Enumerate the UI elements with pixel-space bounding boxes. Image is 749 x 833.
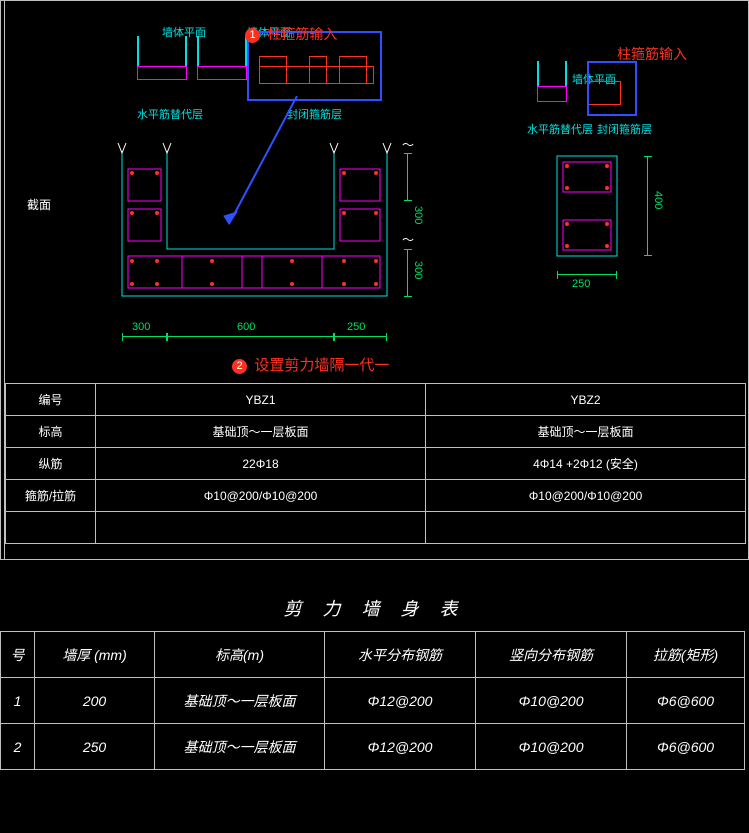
spec-v-id-2: YBZ2 [426, 384, 746, 416]
badge-2: 2 [232, 359, 247, 374]
badge-1-wrap: 1 柱箍筋输入 [245, 24, 337, 44]
dim-l-3 [334, 336, 387, 337]
cad-canvas: 截面 墙体平面 墙体平面 水平筋替代层 封闭箍筋层 1 柱箍筋输入 [0, 0, 749, 560]
callout-2-label: 柱箍筋输入 [617, 44, 687, 64]
spec-label-long: 纵筋 [6, 448, 96, 480]
break-mark: 〜 [402, 231, 414, 248]
spec-v-long-2: 4Φ14 +2Φ12 (安全) [426, 448, 746, 480]
wall-table-wrap: 剪 力 墙 身 表 号 墙厚 (mm) 标高(m) 水平分布钢筋 竖向分布钢筋 … [0, 585, 749, 770]
spec-row-blank [6, 512, 746, 544]
break-mark-2: 〜 [402, 136, 414, 153]
wall-r1-4: Φ10@200 [476, 678, 627, 724]
wall-r1-5: Φ6@600 [627, 678, 745, 724]
right-section-svg [547, 146, 667, 286]
wall-r2-2: 基础顶～一层板面 [155, 724, 325, 770]
badge-1: 1 [245, 28, 260, 43]
wall-table-title: 剪 力 墙 身 表 [0, 585, 749, 631]
wall-h-4: 竖向分布钢筋 [476, 632, 627, 678]
dim-r-h [557, 274, 617, 275]
dim-r-v-v: 400 [652, 191, 664, 209]
dim-lv-2 [407, 249, 408, 297]
dim-lv-1-v: 300 [412, 206, 424, 224]
spec-row-level: 标高 基础顶～一层板面 基础顶～一层板面 [6, 416, 746, 448]
left-detail-a [137, 36, 247, 96]
spec-v-level-2: 基础顶～一层板面 [426, 416, 746, 448]
callout-1-label: 柱箍筋输入 [267, 26, 337, 42]
callout-box-2 [587, 61, 637, 116]
spec-v-stirrup-1: Φ10@200/Φ10@200 [96, 480, 426, 512]
spec-row-long: 纵筋 22Φ18 4Φ14 +2Φ12 (安全) [6, 448, 746, 480]
spec-row-stirrup: 箍筋/拉筋 Φ10@200/Φ10@200 Φ10@200/Φ10@200 [6, 480, 746, 512]
dim-l-2-v: 600 [237, 321, 255, 333]
wall-r1-1: 200 [35, 678, 155, 724]
dim-r-h-v: 250 [572, 278, 590, 290]
spec-table: 编号 YBZ1 YBZ2 标高 基础顶～一层板面 基础顶～一层板面 纵筋 22Φ… [5, 383, 746, 544]
left-note-a: 水平筋替代层 [137, 106, 203, 122]
dim-l-1-v: 300 [132, 321, 150, 333]
wall-r2-1: 250 [35, 724, 155, 770]
wall-h-3: 水平分布钢筋 [325, 632, 476, 678]
wall-r2-4: Φ10@200 [476, 724, 627, 770]
left-section-svg [112, 141, 397, 326]
wall-r2-3: Φ12@200 [325, 724, 476, 770]
spec-v-long-1: 22Φ18 [96, 448, 426, 480]
wall-r1-2: 基础顶～一层板面 [155, 678, 325, 724]
spec-row-id: 编号 YBZ1 YBZ2 [6, 384, 746, 416]
wall-r1-0: 1 [1, 678, 35, 724]
wall-h-0: 号 [1, 632, 35, 678]
wall-r1-3: Φ12@200 [325, 678, 476, 724]
wall-h-5: 拉筋(矩形) [627, 632, 745, 678]
dim-r-v [647, 156, 648, 256]
step2-wrap: 2 设置剪力墙隔一代一 [232, 354, 389, 375]
right-note-a: 水平筋替代层 [527, 121, 593, 137]
spec-v-level-1: 基础顶～一层板面 [96, 416, 426, 448]
wall-row-2: 2 250 基础顶～一层板面 Φ12@200 Φ10@200 Φ6@600 [1, 724, 745, 770]
dim-l-3-v: 250 [347, 321, 365, 333]
diagram-area: 截面 墙体平面 墙体平面 水平筋替代层 封闭箍筋层 1 柱箍筋输入 [7, 6, 746, 384]
spec-v-id-1: YBZ1 [96, 384, 426, 416]
right-note-b: 封闭箍筋层 [597, 121, 652, 137]
dim-l-1 [122, 336, 167, 337]
wall-table: 号 墙厚 (mm) 标高(m) 水平分布钢筋 竖向分布钢筋 拉筋(矩形) 1 2… [0, 631, 745, 770]
dim-l-2 [167, 336, 334, 337]
wall-h-1: 墙厚 (mm) [35, 632, 155, 678]
dim-lv-1 [407, 153, 408, 201]
step2-text: 设置剪力墙隔一代一 [254, 357, 389, 374]
spec-label-stirrup: 箍筋/拉筋 [6, 480, 96, 512]
wall-r2-5: Φ6@600 [627, 724, 745, 770]
wall-row-1: 1 200 基础顶～一层板面 Φ12@200 Φ10@200 Φ6@600 [1, 678, 745, 724]
wall-h-2: 标高(m) [155, 632, 325, 678]
wall-r2-0: 2 [1, 724, 35, 770]
spec-label-id: 编号 [6, 384, 96, 416]
spec-label-level: 标高 [6, 416, 96, 448]
wall-header-row: 号 墙厚 (mm) 标高(m) 水平分布钢筋 竖向分布钢筋 拉筋(矩形) [1, 632, 745, 678]
spec-v-stirrup-2: Φ10@200/Φ10@200 [426, 480, 746, 512]
dim-lv-2-v: 300 [412, 261, 424, 279]
section-row-label: 截面 [27, 196, 51, 213]
